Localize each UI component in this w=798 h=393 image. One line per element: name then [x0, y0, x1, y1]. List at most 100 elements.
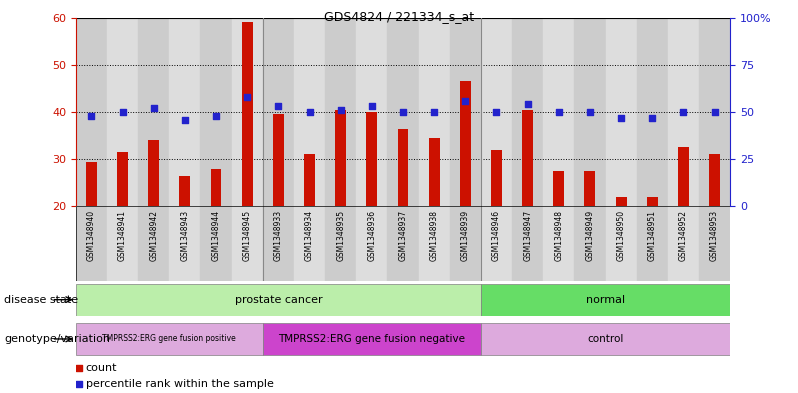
Text: control: control	[587, 334, 624, 344]
Bar	[606, 18, 637, 206]
Point	[397, 109, 409, 115]
Point	[552, 109, 565, 115]
Bar	[273, 114, 284, 206]
Bar	[637, 206, 668, 281]
Point	[303, 109, 316, 115]
Text: GSM1348943: GSM1348943	[180, 210, 189, 261]
Point	[272, 103, 285, 110]
Bar	[584, 171, 595, 206]
Point	[334, 107, 347, 113]
Text: GSM1348942: GSM1348942	[149, 210, 158, 261]
Bar	[450, 18, 481, 206]
Text: disease state: disease state	[4, 295, 78, 305]
Bar	[325, 18, 356, 206]
Text: GSM1348936: GSM1348936	[367, 210, 377, 261]
Point	[521, 101, 534, 108]
Text: GSM1348937: GSM1348937	[398, 210, 408, 261]
Bar	[709, 154, 720, 206]
Point	[583, 109, 596, 115]
Bar	[263, 18, 294, 206]
Bar	[86, 162, 97, 206]
Bar	[231, 206, 263, 281]
Text: prostate cancer: prostate cancer	[235, 295, 322, 305]
Bar	[575, 206, 606, 281]
Point	[708, 109, 721, 115]
Bar	[419, 206, 450, 281]
Bar	[460, 81, 471, 206]
Bar	[699, 18, 730, 206]
Bar	[356, 206, 387, 281]
Bar	[117, 152, 128, 206]
Point	[646, 114, 658, 121]
Text: GSM1348948: GSM1348948	[555, 210, 563, 261]
Bar	[325, 206, 356, 281]
Bar	[148, 140, 159, 206]
Point	[614, 114, 627, 121]
Bar	[491, 150, 502, 206]
Bar	[76, 18, 107, 206]
Bar	[429, 138, 440, 206]
Point	[263, 292, 275, 298]
Point	[263, 141, 275, 147]
Text: GSM1348953: GSM1348953	[710, 210, 719, 261]
Bar	[294, 18, 325, 206]
Bar	[419, 18, 450, 206]
Text: GSM1348952: GSM1348952	[679, 210, 688, 261]
Bar	[522, 110, 533, 206]
Text: GSM1348950: GSM1348950	[617, 210, 626, 261]
Point	[365, 103, 378, 110]
Text: GSM1348939: GSM1348939	[460, 210, 470, 261]
Bar	[356, 18, 387, 206]
Text: percentile rank within the sample: percentile rank within the sample	[85, 379, 274, 389]
Point	[677, 109, 689, 115]
Point	[85, 113, 98, 119]
Bar	[180, 176, 191, 206]
Point	[148, 105, 160, 111]
Text: GSM1348933: GSM1348933	[274, 210, 282, 261]
Bar	[450, 206, 481, 281]
Point	[117, 109, 129, 115]
Bar	[678, 147, 689, 206]
Bar	[263, 323, 481, 355]
Bar	[263, 206, 294, 281]
Bar	[76, 323, 263, 355]
Text: GSM1348949: GSM1348949	[586, 210, 595, 261]
Bar	[543, 18, 575, 206]
Bar	[481, 18, 512, 206]
Bar	[481, 206, 512, 281]
Bar	[366, 112, 377, 206]
Bar	[107, 18, 138, 206]
Text: genotype/variation: genotype/variation	[4, 334, 110, 344]
Bar	[335, 110, 346, 206]
Bar	[668, 18, 699, 206]
Bar	[138, 18, 169, 206]
Bar	[169, 18, 200, 206]
Bar	[397, 129, 409, 206]
Bar	[294, 206, 325, 281]
Text: GSM1348944: GSM1348944	[211, 210, 220, 261]
Point	[241, 94, 254, 100]
Point	[459, 97, 472, 104]
Bar	[387, 206, 419, 281]
Text: GSM1348947: GSM1348947	[523, 210, 532, 261]
Bar	[481, 323, 730, 355]
Bar	[543, 206, 575, 281]
Text: TMPRSS2:ERG gene fusion positive: TMPRSS2:ERG gene fusion positive	[102, 334, 236, 343]
Text: GSM1348941: GSM1348941	[118, 210, 127, 261]
Point	[428, 109, 440, 115]
Text: GSM1348946: GSM1348946	[492, 210, 501, 261]
Bar	[553, 171, 564, 206]
Bar	[616, 197, 626, 206]
Bar	[647, 197, 658, 206]
Bar	[200, 18, 231, 206]
Bar	[138, 206, 169, 281]
Bar	[304, 154, 315, 206]
Bar	[575, 18, 606, 206]
Bar	[211, 169, 222, 206]
Text: GDS4824 / 221334_s_at: GDS4824 / 221334_s_at	[324, 10, 474, 23]
Bar	[512, 18, 543, 206]
Bar	[668, 206, 699, 281]
Bar	[606, 206, 637, 281]
Text: GSM1348951: GSM1348951	[648, 210, 657, 261]
Point	[490, 109, 503, 115]
